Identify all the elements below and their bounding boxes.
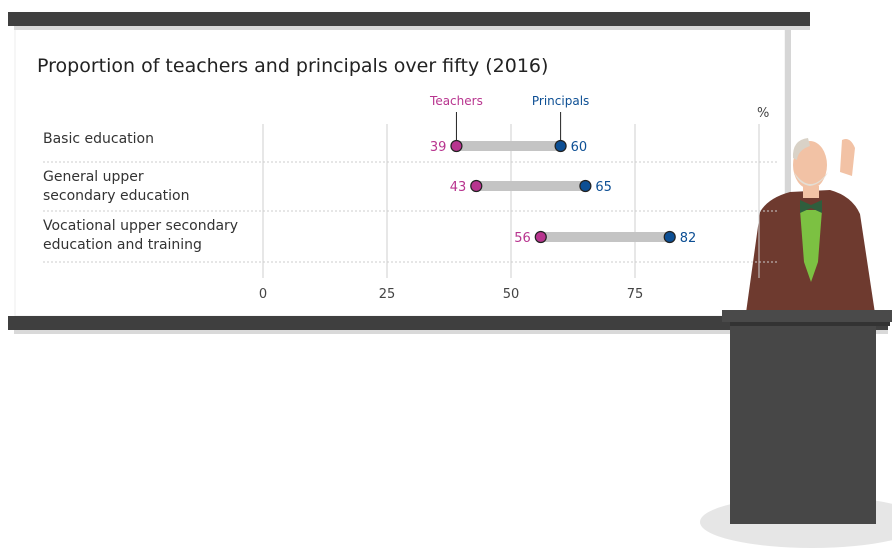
principals-point <box>554 139 567 153</box>
category-label-line: secondary education <box>43 188 190 204</box>
x-tick-label: 75 <box>627 287 644 302</box>
board-top-bar <box>8 12 810 26</box>
teachers-point <box>470 179 483 193</box>
category-label-line: education and training <box>43 237 202 253</box>
unit-label: % <box>757 106 770 121</box>
board-right-shadow <box>785 26 791 316</box>
legend-teachers: Teachers <box>430 94 483 108</box>
principals-point <box>579 179 592 193</box>
presenter-hand <box>840 139 855 176</box>
category-label-line: Basic education <box>43 131 154 147</box>
principals-value-label: 65 <box>595 180 612 195</box>
category-label-line: Vocational upper secondary <box>43 218 239 234</box>
board-bottom-bar-shadow <box>14 330 888 334</box>
teachers-value-label: 43 <box>450 180 467 195</box>
podium-top-shadow <box>730 322 890 326</box>
teachers-point <box>450 139 463 153</box>
presenter-bowtie <box>800 200 822 213</box>
presenter-beard <box>794 172 828 186</box>
teachers-value-label: 56 <box>514 231 531 246</box>
principals-point <box>663 230 676 244</box>
category-label: General upper secondary education <box>43 168 263 206</box>
category-label-line: General upper <box>43 169 144 185</box>
podium-top <box>722 310 892 322</box>
teachers-point <box>534 230 547 244</box>
x-tick-label: 25 <box>379 287 396 302</box>
presenter-neck <box>803 186 819 198</box>
board-top-bar-shadow <box>14 26 810 30</box>
presenter-head <box>793 141 827 189</box>
board-panel <box>14 25 786 317</box>
x-tick-label: 0 <box>259 287 267 302</box>
category-label: Basic education <box>43 130 263 149</box>
presenter-hair <box>792 138 810 160</box>
presenter-shirt <box>800 210 822 282</box>
principals-value-label: 82 <box>680 231 697 246</box>
category-label: Vocational upper secondary education and … <box>43 217 263 255</box>
podium-body <box>730 326 876 524</box>
x-tick-label: 50 <box>503 287 520 302</box>
legend-principals: Principals <box>531 94 590 108</box>
board-bottom-bar <box>8 316 888 330</box>
chart-title: Proportion of teachers and principals ov… <box>37 55 549 77</box>
presenter-figure <box>745 138 876 320</box>
teachers-value-label: 39 <box>430 140 447 155</box>
principals-value-label: 60 <box>571 140 588 155</box>
